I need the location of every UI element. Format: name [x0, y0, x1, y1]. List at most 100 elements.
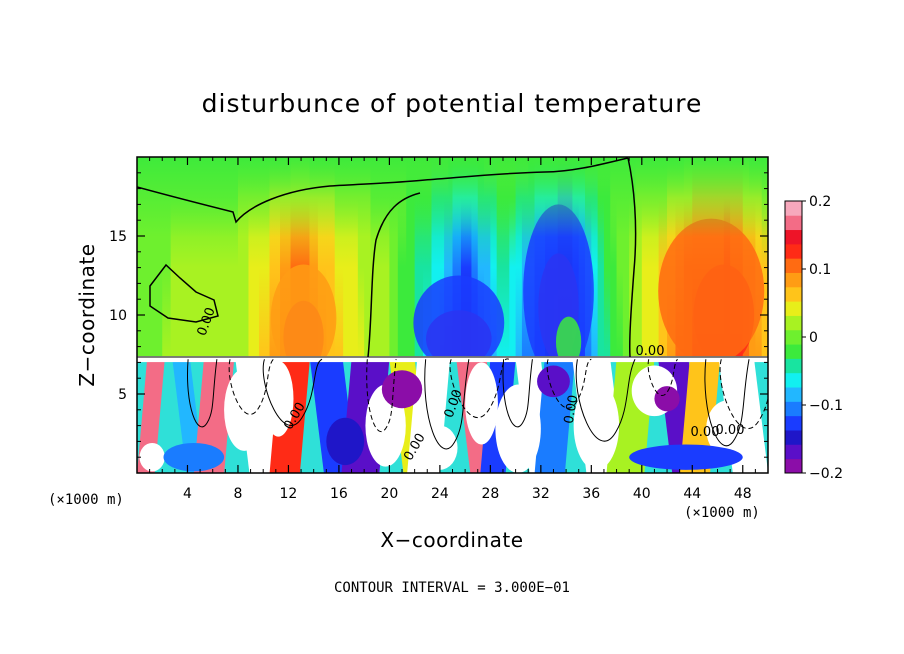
x-axis: 4 8 12 16 20 24 28 32 36 40 44 48 — [149, 157, 756, 502]
colorbar-swatch — [785, 344, 802, 359]
contour-interval-note: CONTOUR INTERVAL = 3.000E−01 — [334, 580, 570, 596]
upper-column — [406, 157, 416, 358]
negative-patch — [381, 370, 423, 409]
zero-contour-right — [627, 157, 637, 358]
upper-column — [309, 157, 319, 358]
colorbar-swatch — [785, 201, 802, 216]
upper-column — [597, 157, 605, 358]
upper-column — [301, 157, 311, 358]
lower-contour — [366, 359, 397, 433]
negative-patch — [326, 417, 365, 466]
lower-contour — [719, 359, 768, 429]
upper-column — [221, 157, 231, 358]
negative-patch — [163, 442, 225, 472]
x-axis-title: X−coordinate — [380, 528, 523, 552]
lower-contour — [704, 359, 750, 447]
negative-patch — [629, 444, 743, 470]
colorbar-swatch — [785, 430, 802, 445]
upper-column — [650, 157, 660, 358]
y-tick-label: 5 — [118, 387, 127, 403]
x-tick-label: 4 — [183, 486, 192, 502]
lower-contour — [262, 358, 323, 426]
upper-column — [290, 157, 302, 358]
upper-column — [153, 157, 163, 358]
lower-layer-field — [137, 356, 768, 473]
lower-contour — [449, 358, 509, 418]
upper-column — [248, 157, 260, 358]
plot-area — [137, 157, 768, 473]
x-tick-label: 20 — [380, 486, 398, 502]
upper-column — [448, 157, 454, 358]
upper-layer-field — [137, 157, 768, 379]
upper-column — [761, 157, 768, 358]
upper-column — [397, 157, 407, 358]
colorbar-swatch — [785, 229, 802, 245]
upper-column — [351, 157, 359, 358]
upper-column — [460, 157, 466, 358]
saturated-patch — [465, 362, 498, 445]
upper-column — [456, 157, 462, 358]
field-core — [555, 316, 582, 368]
colorbar-swatch — [785, 329, 802, 345]
upper-column — [629, 157, 637, 358]
lower-contour — [546, 358, 592, 409]
contour-label: 0.00 — [716, 423, 745, 438]
upper-column — [376, 157, 384, 358]
upper-column — [477, 157, 485, 358]
colorbar-swatch — [785, 272, 802, 288]
upper-column — [591, 157, 599, 358]
upper-column — [237, 157, 250, 358]
colorbar-swatch — [785, 243, 802, 259]
field-core — [658, 218, 765, 364]
upper-column — [364, 157, 372, 358]
lower-contour — [424, 359, 470, 450]
contour-label: 0.00 — [636, 344, 665, 359]
x-tick-label: 48 — [734, 486, 752, 502]
upper-column — [317, 157, 327, 358]
upper-column — [616, 157, 624, 358]
upper-column — [229, 157, 239, 358]
upper-column — [452, 157, 458, 358]
colorbar-swatch — [785, 401, 802, 417]
x-tick-label: 32 — [532, 486, 550, 502]
colorbar-swatch — [785, 415, 802, 431]
saturated-patch — [495, 384, 541, 473]
saturated-patch — [573, 381, 620, 470]
lower-contour — [647, 358, 678, 396]
zero-contour-left — [137, 157, 629, 224]
upper-column — [383, 157, 390, 358]
upper-column — [635, 157, 643, 358]
upper-column — [212, 157, 222, 358]
upper-column — [603, 157, 611, 358]
upper-column — [658, 157, 668, 358]
colorbar-swatch — [785, 315, 802, 331]
upper-column — [423, 157, 433, 358]
upper-column — [755, 157, 763, 358]
upper-column — [326, 157, 336, 358]
colorbar-swatch — [785, 444, 802, 460]
upper-column — [334, 157, 344, 358]
lower-contour — [502, 359, 533, 428]
upper-column — [145, 157, 155, 358]
upper-column — [179, 157, 189, 358]
interface-band — [137, 356, 768, 363]
colorbar-swatch — [785, 215, 802, 231]
upper-column — [269, 157, 281, 358]
upper-column — [343, 157, 353, 358]
upper-column — [465, 157, 473, 358]
upper-column — [258, 157, 271, 358]
saturated-patch — [422, 425, 458, 470]
negative-patch — [537, 365, 570, 398]
upper-column — [187, 157, 197, 358]
lower-contours — [187, 358, 768, 450]
contour-lines — [137, 157, 768, 358]
y-axis: 5 10 15 — [109, 172, 768, 458]
upper-green-overlay — [137, 157, 768, 237]
y-tick-label: 15 — [109, 229, 127, 245]
colorbar-swatch — [785, 458, 802, 474]
x-tick-label: 28 — [481, 486, 499, 502]
colorbar-swatch — [785, 301, 802, 316]
upper-column — [280, 157, 292, 358]
contour-label: 0.00 — [691, 425, 720, 440]
